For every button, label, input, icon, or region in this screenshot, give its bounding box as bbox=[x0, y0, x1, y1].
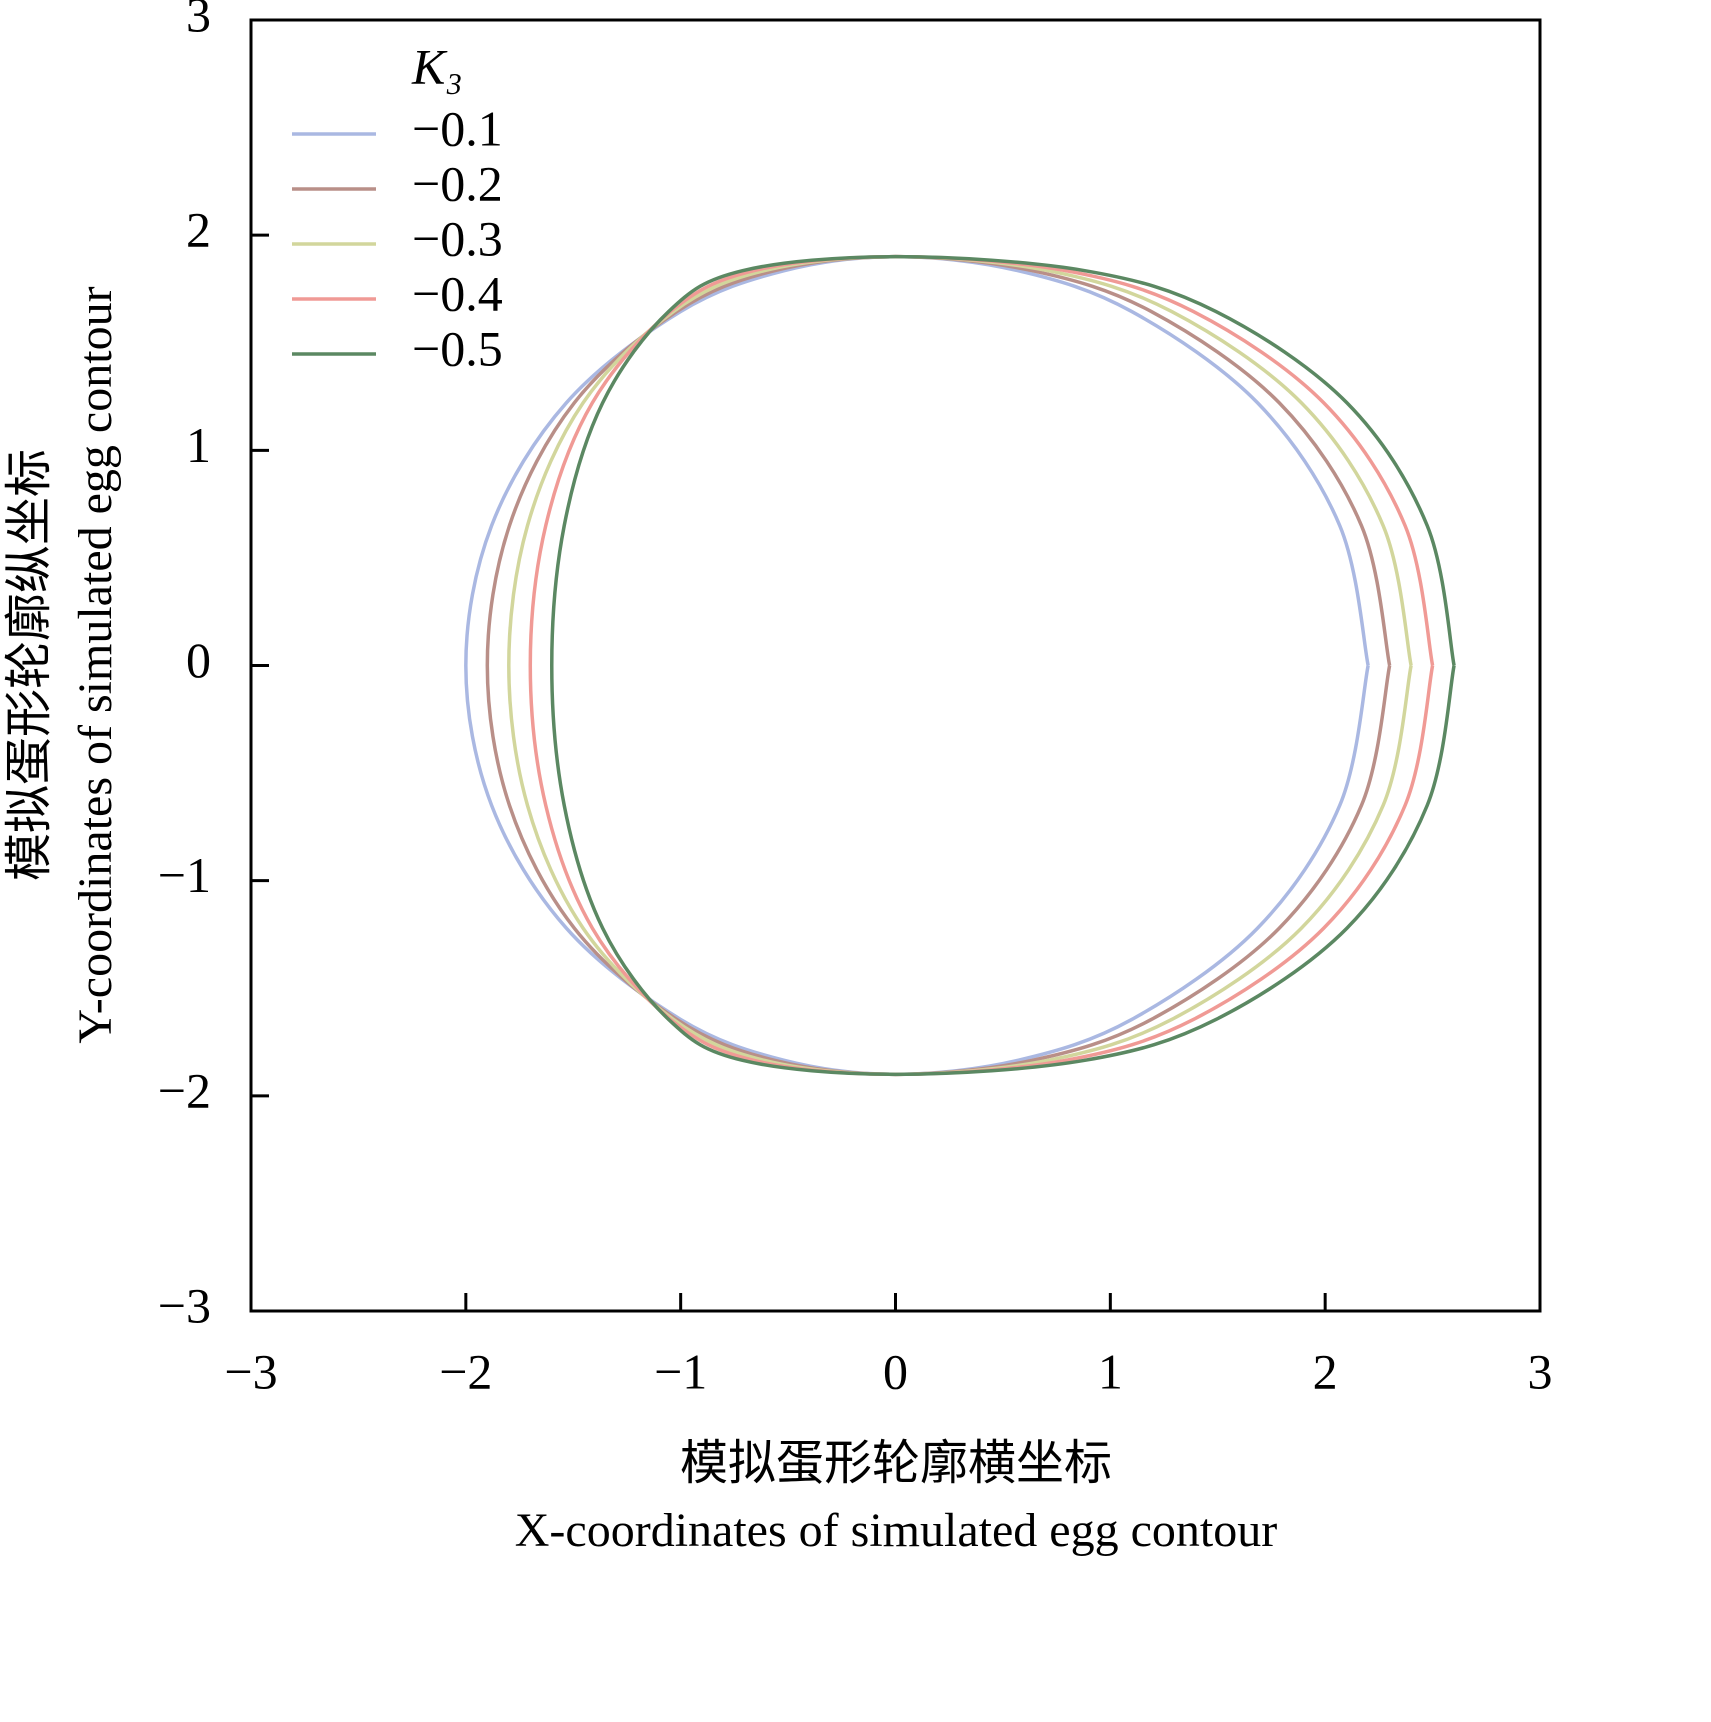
egg-contour bbox=[485, 254, 1392, 1077]
x-tick-label: 3 bbox=[1528, 1343, 1553, 1399]
x-tick-label: −1 bbox=[654, 1343, 707, 1399]
egg-contour bbox=[464, 254, 1370, 1077]
egg-contour bbox=[550, 254, 1456, 1077]
egg-contour bbox=[507, 254, 1413, 1077]
y-axis-label: 模拟蛋形轮廓纵坐标 bbox=[3, 449, 56, 881]
x-tick-label: −2 bbox=[439, 1343, 492, 1399]
legend-label: −0.2 bbox=[412, 155, 503, 211]
y-tick-label: 2 bbox=[186, 202, 211, 258]
legend-title: K₃ bbox=[411, 38, 463, 94]
x-tick-label: −3 bbox=[224, 1343, 277, 1399]
legend-label: −0.3 bbox=[412, 210, 503, 266]
y-tick-label: 1 bbox=[186, 417, 211, 473]
y-tick-label: 0 bbox=[186, 632, 211, 688]
x-tick-label: 2 bbox=[1313, 1343, 1338, 1399]
egg-contour bbox=[528, 254, 1435, 1077]
y-tick-label: −2 bbox=[158, 1062, 211, 1118]
x-axis-label: X-coordinates of simulated egg contour bbox=[515, 1504, 1277, 1557]
legend-label: −0.5 bbox=[412, 320, 503, 376]
x-axis-label: 模拟蛋形轮廓横坐标 bbox=[680, 1437, 1112, 1490]
x-tick-label: 1 bbox=[1098, 1343, 1123, 1399]
y-tick-label: −3 bbox=[158, 1277, 211, 1333]
legend-label: −0.1 bbox=[412, 100, 503, 156]
legend-label: −0.4 bbox=[412, 265, 503, 321]
y-tick-label: 3 bbox=[186, 0, 211, 42]
y-axis-label: Y-coordinates of simulated egg contour bbox=[69, 286, 122, 1043]
x-tick-label: 0 bbox=[883, 1343, 908, 1399]
y-tick-label: −1 bbox=[158, 847, 211, 903]
